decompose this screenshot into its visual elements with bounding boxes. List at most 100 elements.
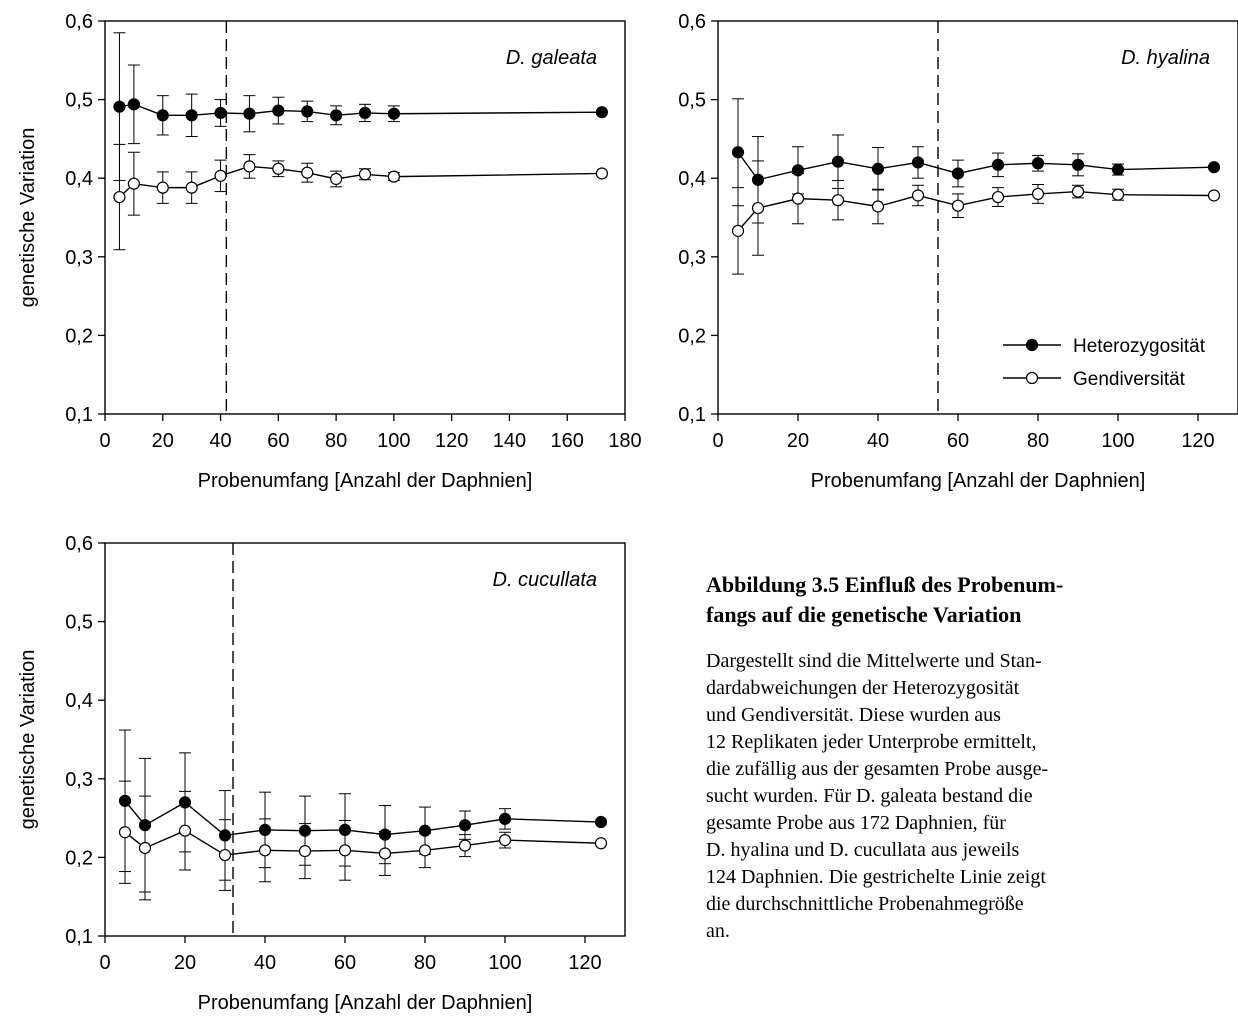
y-tick-label: 0,6 bbox=[678, 11, 706, 33]
series-line bbox=[124, 800, 602, 837]
data-point bbox=[991, 158, 1005, 171]
data-point bbox=[298, 845, 312, 858]
x-tick-label: 0 bbox=[99, 430, 110, 452]
data-point bbox=[1207, 189, 1221, 202]
y-tick-label: 0,5 bbox=[678, 90, 706, 112]
caption-body-line: dardabweichungen der Heterozygosität bbox=[706, 677, 1020, 699]
data-point bbox=[594, 815, 608, 829]
data-point bbox=[301, 105, 314, 118]
y-tick-label: 0,4 bbox=[678, 168, 706, 190]
data-point bbox=[498, 834, 512, 847]
caption-body-line: und Gendiversität. Diese wurden aus bbox=[706, 704, 1001, 726]
caption-body-line: 124 Daphnien. Die gestrichelte Linie zei… bbox=[706, 866, 1046, 888]
data-point bbox=[951, 167, 965, 180]
y-tick-label: 0,3 bbox=[65, 247, 93, 269]
series-heterozygositaet bbox=[731, 98, 1221, 224]
data-point bbox=[911, 156, 925, 169]
plot-frame bbox=[104, 542, 626, 937]
x-tick-label: 120 bbox=[568, 952, 601, 974]
caption-body-line: Dargestellt sind die Mittelwerte und Sta… bbox=[706, 650, 1042, 672]
series-line bbox=[124, 829, 602, 856]
legend-marker bbox=[1025, 371, 1039, 385]
data-point bbox=[330, 172, 343, 186]
x-tick-label: 60 bbox=[947, 430, 969, 452]
y-axis-label: genetische Variation bbox=[17, 128, 39, 308]
y-tick-label: 0,4 bbox=[65, 168, 93, 190]
y-tick-label: 0,5 bbox=[65, 612, 93, 634]
x-tick-label: 160 bbox=[551, 430, 584, 452]
data-point bbox=[358, 168, 372, 181]
data-point bbox=[178, 824, 192, 837]
data-point bbox=[113, 190, 126, 204]
data-point bbox=[1071, 158, 1085, 171]
x-tick-label: 40 bbox=[209, 430, 231, 452]
data-point bbox=[138, 841, 152, 855]
data-point bbox=[378, 847, 392, 860]
y-tick-label: 0,1 bbox=[65, 926, 93, 948]
caption-body-line: die durchschnittliche Probenahmegröße bbox=[706, 893, 1024, 915]
series-heterozygositaet bbox=[113, 32, 608, 182]
data-point bbox=[1207, 161, 1221, 174]
data-point bbox=[498, 812, 512, 825]
data-point bbox=[185, 181, 198, 194]
x-tick-label: 60 bbox=[267, 430, 289, 452]
caption-title: Abbildung 3.5 Einfluß des Probenum- fang… bbox=[706, 570, 1226, 630]
plot-frame bbox=[717, 20, 1238, 415]
data-point bbox=[751, 201, 765, 215]
data-point bbox=[791, 192, 805, 205]
y-tick-label: 0,5 bbox=[65, 90, 93, 112]
data-point bbox=[127, 98, 140, 111]
x-tick-label: 40 bbox=[867, 430, 889, 452]
x-tick-label: 20 bbox=[152, 430, 174, 452]
data-point bbox=[458, 819, 472, 832]
y-tick-label: 0,4 bbox=[65, 690, 93, 712]
data-point bbox=[118, 826, 132, 839]
y-tick-label: 0,2 bbox=[678, 325, 706, 347]
x-tick-label: 120 bbox=[1181, 430, 1214, 452]
x-tick-label: 20 bbox=[174, 952, 196, 974]
y-axis-label: genetische Variation bbox=[17, 650, 39, 830]
data-point bbox=[330, 109, 343, 122]
y-tick-label: 0,6 bbox=[65, 11, 93, 33]
data-point bbox=[113, 100, 126, 113]
caption-body-line: die zufällig aus der gesamten Probe ausg… bbox=[706, 758, 1049, 780]
x-tick-label: 140 bbox=[493, 430, 526, 452]
series-gendiversitaet bbox=[731, 160, 1221, 275]
data-point bbox=[951, 199, 965, 212]
data-point bbox=[1031, 157, 1045, 170]
x-tick-label: 100 bbox=[1101, 430, 1134, 452]
figure-caption: Abbildung 3.5 Einfluß des Probenum- fang… bbox=[706, 570, 1226, 945]
data-point bbox=[871, 200, 885, 213]
series-line bbox=[737, 151, 1215, 181]
chart-panel: 0 20 40 60 80 100 120 0,1 0,2 0,3 0,4 0,5 0,6 Probenu… bbox=[17, 533, 626, 1014]
data-point bbox=[272, 162, 285, 175]
data-point bbox=[991, 190, 1005, 204]
series-heterozygositaet bbox=[118, 729, 608, 893]
data-point bbox=[214, 169, 227, 182]
data-point bbox=[731, 224, 745, 237]
data-point bbox=[831, 155, 845, 168]
legend: Heterozygosität Gendiversität bbox=[1003, 336, 1206, 390]
x-tick-label: 0 bbox=[99, 952, 110, 974]
x-tick-label: 100 bbox=[488, 952, 521, 974]
chart-panel: 0 20 40 60 80 100 120 140 160 180 0,1 0,2 0,3 0,4 0,5 0… bbox=[17, 11, 642, 492]
data-point bbox=[358, 106, 372, 120]
data-point bbox=[871, 162, 885, 175]
caption-body: Dargestellt sind die Mittelwerte und Sta… bbox=[706, 648, 1226, 945]
y-tick-label: 0,3 bbox=[65, 769, 93, 791]
data-point bbox=[218, 848, 232, 862]
series-gendiversitaet bbox=[113, 143, 608, 251]
y-tick-label: 0,3 bbox=[678, 247, 706, 269]
data-point bbox=[127, 177, 140, 190]
legend-marker bbox=[1025, 338, 1039, 352]
legend-label: Gendiversität bbox=[1073, 369, 1186, 390]
series-gendiversitaet bbox=[118, 780, 608, 901]
x-axis-label: Probenumfang [Anzahl der Daphnien] bbox=[198, 470, 533, 492]
data-point bbox=[338, 844, 352, 857]
data-point bbox=[243, 107, 256, 120]
x-tick-label: 120 bbox=[435, 430, 468, 452]
data-point bbox=[185, 109, 198, 122]
caption-title-line: fangs auf die genetische Variation bbox=[706, 602, 1022, 627]
x-tick-label: 180 bbox=[608, 430, 641, 452]
